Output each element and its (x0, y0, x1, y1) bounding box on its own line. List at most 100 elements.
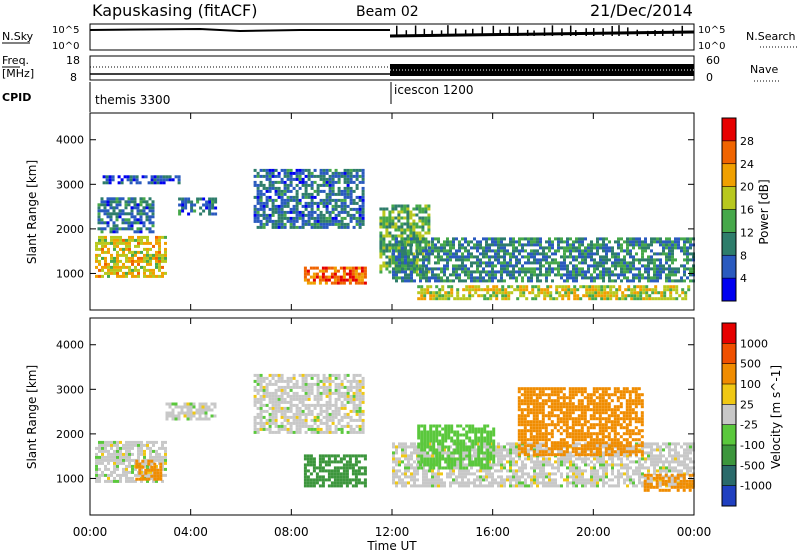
power-cell (115, 230, 119, 234)
power-cell (530, 276, 533, 280)
power-cell (485, 261, 488, 265)
velocity-cell (404, 469, 407, 473)
velocity-cell (303, 454, 307, 458)
power-cell (152, 271, 155, 275)
velocity-cell (116, 464, 119, 468)
velocity-cell (638, 481, 641, 485)
power-cell (415, 249, 419, 253)
velocity-cell (569, 457, 572, 461)
power-cell (671, 258, 674, 262)
velocity-cell (620, 457, 623, 461)
power-cell (109, 203, 113, 207)
velocity-cell (330, 454, 334, 458)
velocity-cell (280, 421, 284, 425)
nsky-tick-bottom: 10^0 (52, 41, 79, 52)
power-cell (322, 204, 326, 208)
power-cell (406, 222, 410, 226)
power-cell (340, 192, 344, 196)
power-cell (137, 271, 140, 275)
power-cell (322, 174, 326, 178)
power-cell (122, 265, 125, 269)
power-cell (349, 195, 353, 199)
power-cell (144, 175, 148, 179)
velocity-cell (122, 452, 125, 456)
velocity-cell (638, 469, 641, 473)
power-cell (443, 270, 446, 274)
power-cell (107, 262, 110, 266)
velocity-cell (349, 394, 353, 398)
power-cell (494, 258, 497, 262)
velocity-cell (355, 379, 359, 383)
velocity-cell (180, 405, 184, 409)
power-cell (196, 200, 200, 204)
velocity-cell (259, 394, 263, 398)
velocity-cell (318, 484, 322, 488)
power-cell (581, 270, 584, 274)
velocity-cell (557, 484, 560, 488)
velocity-cell (491, 451, 494, 455)
power-cell (506, 252, 509, 256)
velocity-cell (295, 412, 299, 416)
power-cell (516, 285, 520, 289)
power-cell (626, 240, 629, 244)
power-cell (98, 268, 101, 272)
power-cell (515, 258, 518, 262)
power-cell (379, 243, 383, 247)
power-cell (385, 264, 389, 268)
power-cell (304, 168, 308, 172)
power-cell (106, 224, 110, 228)
power-cell (361, 171, 365, 175)
velocity-cell (328, 403, 332, 407)
power-cell (295, 174, 299, 178)
power-cell (274, 222, 278, 226)
power-cell (684, 291, 688, 295)
power-cell (118, 227, 122, 231)
power-cell (358, 198, 362, 202)
power-cell (119, 268, 122, 272)
power-cell (142, 212, 146, 216)
power-cell (259, 198, 263, 202)
velocity-cell (358, 430, 362, 434)
power-cell (452, 270, 455, 274)
power-cell (415, 234, 419, 238)
power-cell (107, 250, 110, 254)
velocity-cell (253, 430, 257, 434)
velocity-cell (440, 478, 443, 482)
power-cell (319, 201, 323, 205)
power-cell (527, 237, 530, 241)
power-cell (557, 237, 560, 241)
velocity-region (303, 454, 367, 488)
power-cell (343, 225, 347, 229)
velocity-cell (271, 403, 275, 407)
velocity-cell (354, 478, 358, 482)
velocity-cell (177, 417, 181, 421)
velocity-cell (425, 469, 428, 473)
power-cell (633, 291, 637, 295)
power-cell (424, 204, 428, 208)
power-cell (181, 197, 185, 201)
velocity-cell (125, 470, 128, 474)
velocity-cell (328, 400, 332, 404)
power-cell (361, 174, 365, 178)
power-cell (512, 252, 515, 256)
power-cell (301, 177, 305, 181)
power-cell (620, 258, 623, 262)
power-cell (134, 244, 137, 248)
velocity-cell (161, 461, 164, 465)
power-cell (477, 294, 481, 298)
power-cell (620, 237, 623, 241)
velocity-cell (301, 376, 305, 380)
velocity-cell (467, 469, 470, 473)
power-cell (588, 291, 592, 295)
velocity-cell (303, 481, 307, 485)
power-cell (476, 267, 479, 271)
power-cell (650, 267, 653, 271)
power-cell (325, 183, 329, 187)
velocity-cell (140, 461, 143, 465)
velocity-cell (310, 403, 314, 407)
power-cell (491, 243, 494, 247)
power-cell (476, 246, 479, 250)
velocity-cell (434, 475, 437, 479)
power-cell (349, 213, 353, 217)
power-cell (392, 243, 395, 247)
